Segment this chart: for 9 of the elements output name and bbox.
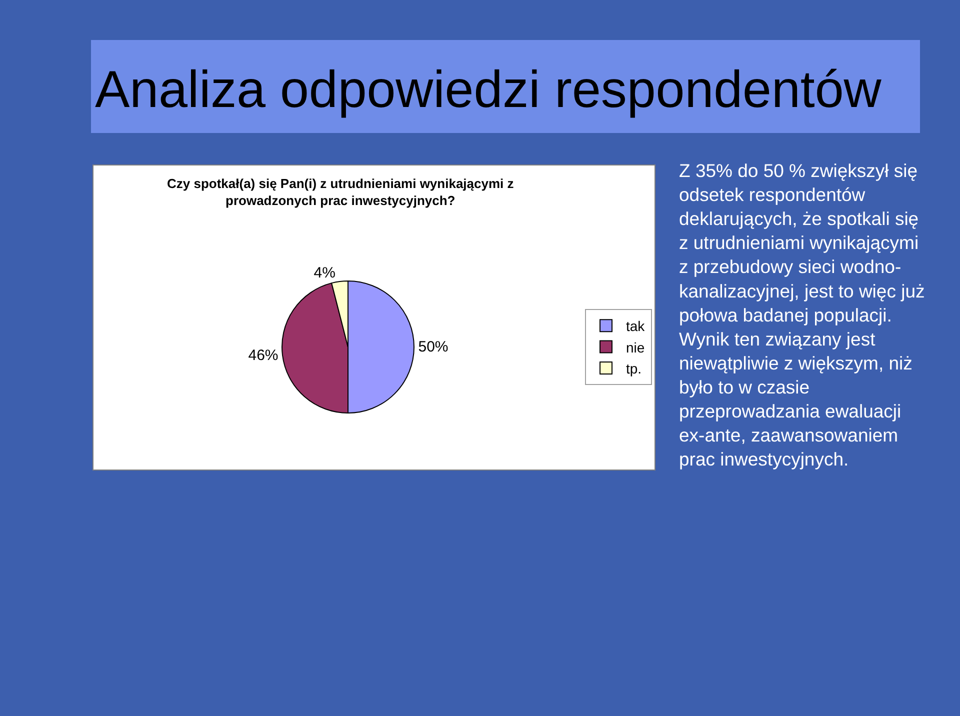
data-label: 4% xyxy=(314,264,336,282)
text: Z 35% do 50 % zwiększył się odsetek respondentów deklarujących, że spotkali się z utrudnieniami wynikającymi z przebudowy sieci wodno- kanalizacyjnej, jest to więc już połowa badanej populacji. Wynik ten związany jest niewątpliwie z większym, niż było to w czasie przeprowadzania ewaluacji ex-ante, zaawansowaniem prac inwestycyjnych. xyxy=(679,160,925,470)
data-label: 46% xyxy=(248,346,278,364)
data-label: 50% xyxy=(418,338,448,356)
chart-subtitle: Czy spotkał(a) się Pan(i) z utrudnieniami wynikającymi z prowadzonych prac inwestycyjnych? xyxy=(167,176,514,208)
legend-label: tak xyxy=(626,318,646,334)
chart-title: Analiza odpowiedzi respondentów xyxy=(95,61,882,120)
legend-label: tp. xyxy=(626,360,642,376)
legend-label: nie xyxy=(626,339,645,356)
